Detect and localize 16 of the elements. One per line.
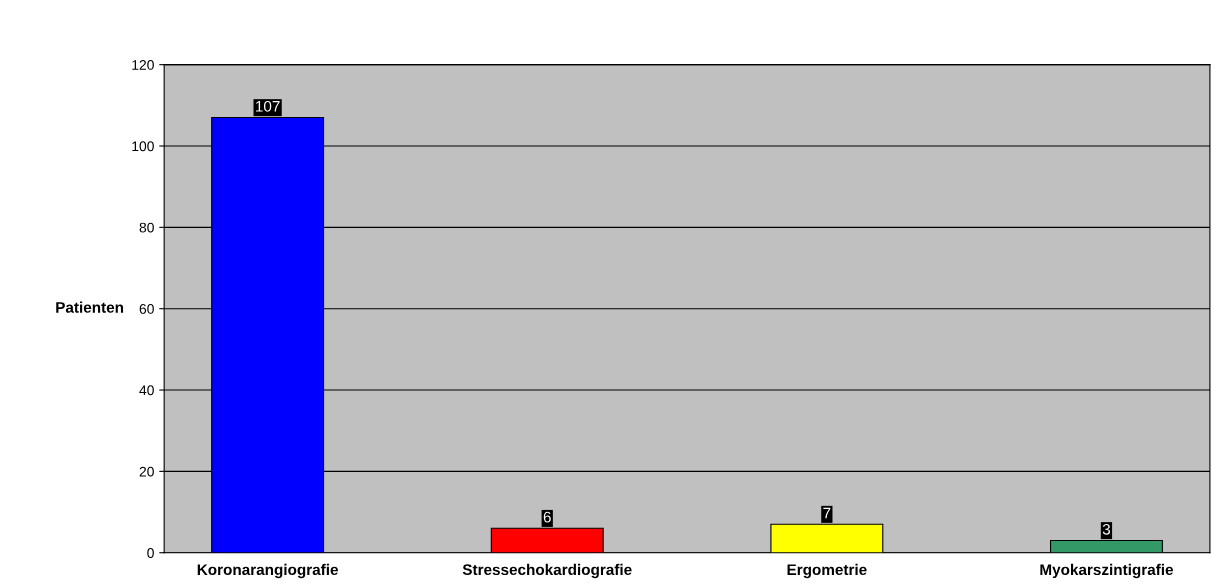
y-tick-label: 80 [139, 222, 154, 233]
y-tick-label: 20 [139, 466, 154, 477]
data-label: 3 [1102, 523, 1111, 535]
data-label: 7 [823, 507, 831, 519]
y-axis-title: Patienten [56, 301, 124, 313]
x-tick-label: Ergometrie [787, 563, 867, 579]
y-tick-label: 60 [139, 304, 154, 314]
x-tick-label: Koronarangiografie [197, 563, 338, 579]
data-label: 107 [256, 100, 280, 112]
x-tick-label: Myokarszintigrafie [1040, 563, 1174, 579]
y-tick-label: 100 [132, 141, 154, 152]
y-tick-label: 0 [147, 548, 154, 558]
y-tick-label: 120 [132, 60, 154, 70]
x-tick-label: Stressechokardiografie [462, 563, 632, 579]
data-label: 6 [543, 511, 551, 523]
y-tick-label: 40 [139, 385, 154, 396]
